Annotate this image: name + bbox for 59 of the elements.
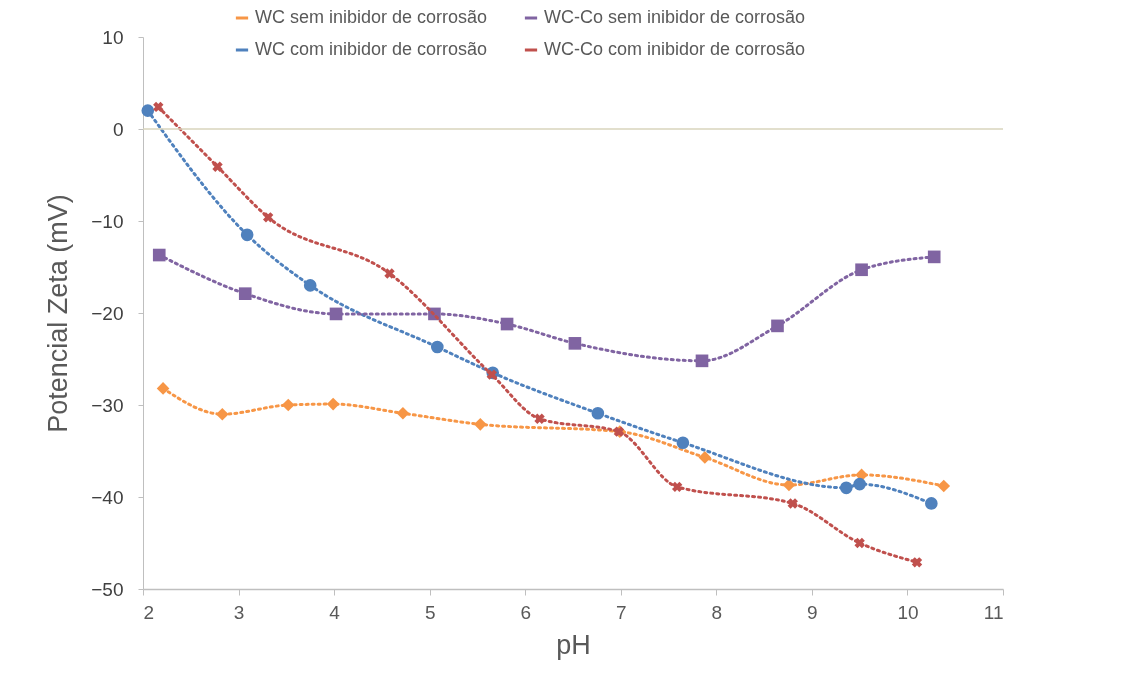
point	[937, 479, 951, 493]
point	[839, 481, 853, 495]
point	[853, 477, 866, 491]
point	[676, 436, 690, 450]
x-tick-label: 2	[143, 601, 155, 623]
point	[787, 498, 798, 509]
x-tick-label: 6	[520, 601, 532, 623]
point	[671, 481, 683, 493]
point	[303, 279, 317, 292]
y-tick-label: −10	[91, 210, 124, 232]
x-tick-label: 10	[897, 601, 919, 623]
point	[156, 382, 170, 395]
legend-label: WC-Co sem inibidor de corrosão	[544, 7, 806, 27]
point	[855, 263, 868, 277]
point	[925, 497, 938, 510]
legend-label: WC-Co com inibidor de corrosão	[544, 39, 806, 59]
point	[262, 212, 274, 223]
y-tick-label: −20	[91, 302, 124, 324]
legend-label: WC com inibidor de corrosão	[255, 39, 488, 59]
y-tick-label: 0	[112, 118, 124, 140]
point	[329, 307, 343, 321]
point	[568, 337, 582, 350]
point	[141, 104, 155, 117]
legend-label: WC sem inibidor de corrosão	[255, 7, 488, 27]
point	[771, 319, 784, 333]
point	[152, 248, 166, 262]
x-tick-label: 5	[424, 601, 436, 623]
y-tick-label: −30	[91, 394, 124, 416]
y-tick-label: −40	[91, 486, 124, 508]
point	[281, 398, 295, 412]
x-tick-label: 3	[233, 601, 245, 623]
point	[695, 354, 709, 368]
point	[854, 537, 865, 549]
y-axis-title: Potencial Zeta (mV)	[43, 194, 74, 433]
x-axis-title: pH	[556, 629, 591, 660]
point	[591, 406, 605, 420]
point	[534, 413, 545, 424]
point	[500, 317, 514, 331]
point	[698, 451, 712, 464]
point	[473, 418, 487, 431]
point	[238, 287, 252, 300]
point	[927, 250, 941, 264]
x-tick-label: 11	[983, 601, 1004, 623]
point	[240, 228, 254, 242]
y-tick-label: 10	[102, 26, 124, 48]
point	[396, 406, 410, 420]
x-tick-label: 7	[615, 601, 627, 623]
x-tick-label: 8	[711, 601, 723, 623]
point	[153, 101, 164, 113]
point	[212, 161, 223, 172]
point	[326, 397, 340, 411]
point	[911, 557, 923, 568]
x-tick-label: 4	[329, 601, 341, 623]
y-tick-label: −50	[91, 578, 124, 600]
point	[384, 268, 395, 279]
point	[215, 407, 229, 421]
point	[782, 478, 796, 492]
point	[430, 340, 444, 354]
x-tick-label: 9	[807, 601, 818, 623]
